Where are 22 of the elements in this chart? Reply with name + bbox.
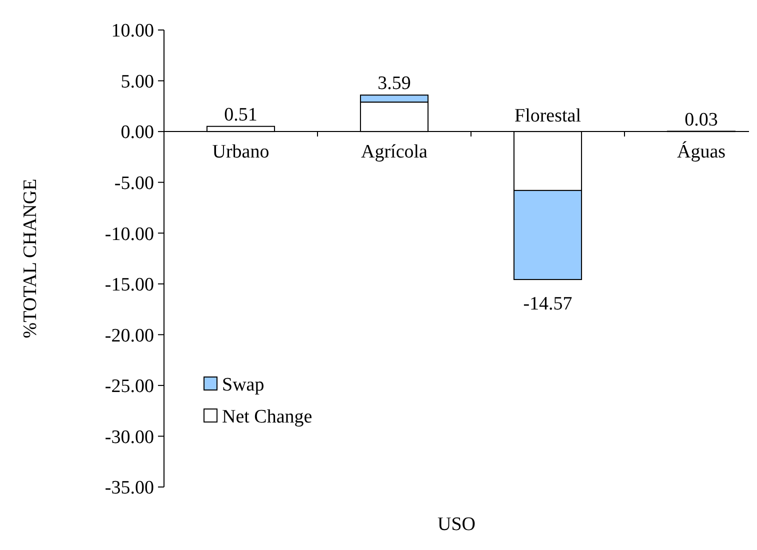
total-label: -14.57: [523, 294, 572, 315]
total-label: 0.51: [224, 104, 258, 126]
y-tick-label: -25.00: [104, 376, 154, 398]
y-tick-label: -30.00: [104, 426, 154, 448]
y-tick-label: -10.00: [104, 224, 154, 245]
y-axis-title: %TOTAL CHANGE: [20, 178, 41, 338]
y-tick-label: 10.00: [111, 20, 154, 42]
y-tick-label: 0.00: [120, 122, 154, 144]
x-tick-label: Florestal: [514, 106, 581, 127]
x-tick-label: Águas: [676, 140, 726, 163]
legend-label: Swap: [222, 374, 264, 396]
y-tick-label: 5.00: [120, 71, 154, 92]
total-label: 3.59: [378, 73, 411, 94]
y-tick-label: -35.00: [104, 478, 154, 499]
y-tick-label: -5.00: [114, 172, 154, 194]
legend-label: Net Change: [222, 406, 312, 428]
y-tick-label: -20.00: [104, 325, 154, 346]
x-tick-label: Urbano: [212, 142, 270, 163]
total-label: 0.03: [684, 109, 718, 130]
y-tick-label: -15.00: [104, 274, 154, 296]
x-axis-title: USO: [437, 514, 476, 535]
x-tick-label: Agrícola: [361, 142, 428, 163]
